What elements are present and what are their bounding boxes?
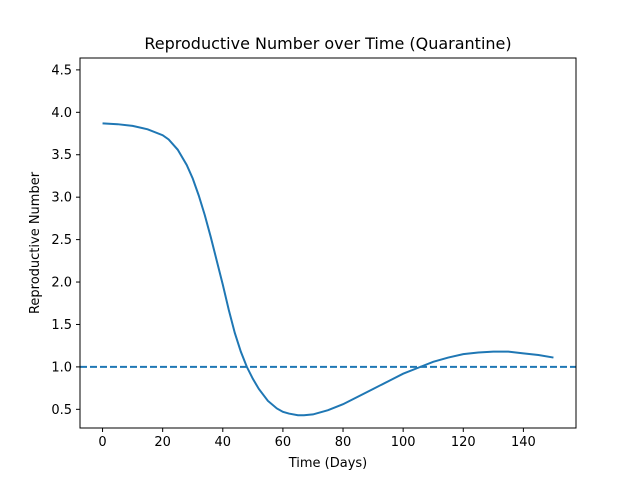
plot-frame bbox=[79, 57, 577, 429]
x-axis: 0 20 40 60 80 100 120 140 bbox=[98, 428, 536, 450]
y-tick-label: 2.5 bbox=[51, 233, 72, 248]
y-tick-label: 1.0 bbox=[51, 360, 72, 375]
x-tick-label: 140 bbox=[511, 435, 536, 450]
y-tick-label: 3.5 bbox=[51, 148, 72, 163]
y-tick-label: 4.0 bbox=[51, 106, 72, 121]
x-tick-label: 120 bbox=[451, 435, 476, 450]
y-axis-label: Reproductive Number bbox=[28, 171, 43, 314]
y-tick-label: 4.5 bbox=[51, 63, 72, 78]
y-tick-label: 0.5 bbox=[51, 403, 72, 418]
x-tick-label: 0 bbox=[98, 435, 106, 450]
x-tick-label: 20 bbox=[154, 435, 171, 450]
x-tick-label: 80 bbox=[335, 435, 352, 450]
y-tick-label: 1.5 bbox=[51, 318, 72, 333]
y-tick-label: 3.0 bbox=[51, 191, 72, 206]
x-tick-label: 40 bbox=[215, 435, 232, 450]
y-axis: 0.5 1.0 1.5 2.0 2.5 3.0 3.5 4.0 4.5 bbox=[51, 63, 80, 418]
x-axis-label: Time (Days) bbox=[288, 456, 368, 471]
series-line bbox=[102, 122, 554, 417]
chart-title: Reproductive Number over Time (Quarantin… bbox=[144, 34, 511, 53]
x-tick-label: 60 bbox=[275, 435, 292, 450]
x-tick-label: 100 bbox=[391, 435, 416, 450]
y-tick-label: 2.0 bbox=[51, 276, 72, 291]
plot-area bbox=[80, 122, 576, 417]
